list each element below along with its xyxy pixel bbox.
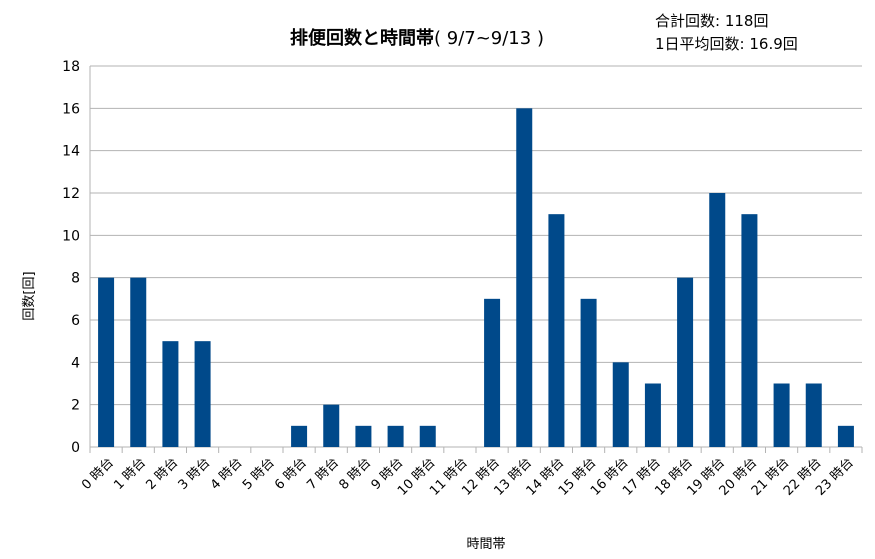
y-tick-label: 10: [62, 228, 80, 244]
bar-16: [612, 362, 629, 447]
y-tick-label: 8: [71, 271, 80, 287]
bar-22: [805, 383, 822, 447]
y-axis-label: 回数[回]: [22, 271, 37, 320]
bar-10: [419, 425, 436, 447]
y-tick-label: 0: [71, 440, 80, 456]
x-tick-label: 7 時台: [304, 455, 342, 493]
bar-6: [291, 425, 308, 447]
daily-average: 1日平均回数: 16.9回: [655, 35, 798, 53]
bar-2: [162, 341, 179, 447]
bar-3: [194, 341, 211, 447]
bar-12: [484, 298, 501, 447]
bar-19: [709, 193, 726, 447]
x-axis-label: 時間帯: [466, 537, 505, 552]
y-tick-label: 14: [62, 144, 80, 160]
x-tick-label: 0 時台: [79, 455, 117, 493]
chart-title-text: 排便回数と時間帯: [290, 28, 434, 49]
bar-15: [580, 298, 597, 447]
x-tick-label: 5 時台: [240, 455, 278, 493]
bar-23: [837, 425, 854, 447]
bar-21: [773, 383, 790, 447]
y-tick-label: 16: [62, 101, 80, 117]
x-tick-label: 2 時台: [143, 455, 181, 493]
bar-20: [741, 214, 758, 447]
bar-17: [644, 383, 661, 447]
x-tick-label: 1 時台: [111, 455, 149, 493]
x-tick-label: 8 時台: [336, 455, 374, 493]
bar-9: [387, 425, 404, 447]
x-tick-label: 3 時台: [176, 455, 214, 493]
bar-13: [516, 108, 533, 447]
bar-18: [677, 277, 694, 447]
y-tick-label: 12: [62, 186, 80, 202]
chart-title: 排便回数と時間帯( 9/7~9/13 ): [290, 24, 544, 50]
summary-stats: 合計回数: 118回 1日平均回数: 16.9回: [655, 10, 798, 56]
bar-7: [323, 404, 340, 447]
bar-8: [355, 425, 372, 447]
y-tick-label: 4: [71, 355, 80, 371]
y-tick-label: 2: [71, 398, 80, 414]
x-tick-label: 4 時台: [208, 455, 246, 493]
bar-1: [130, 277, 147, 447]
chart-subtitle: ( 9/7~9/13 ): [434, 28, 544, 49]
bar-0: [98, 277, 115, 447]
y-tick-label: 6: [71, 313, 80, 329]
y-tick-label: 18: [62, 59, 80, 75]
x-tick-label: 6 時台: [272, 455, 310, 493]
bar-14: [548, 214, 565, 447]
total-count: 合計回数: 118回: [655, 12, 769, 30]
